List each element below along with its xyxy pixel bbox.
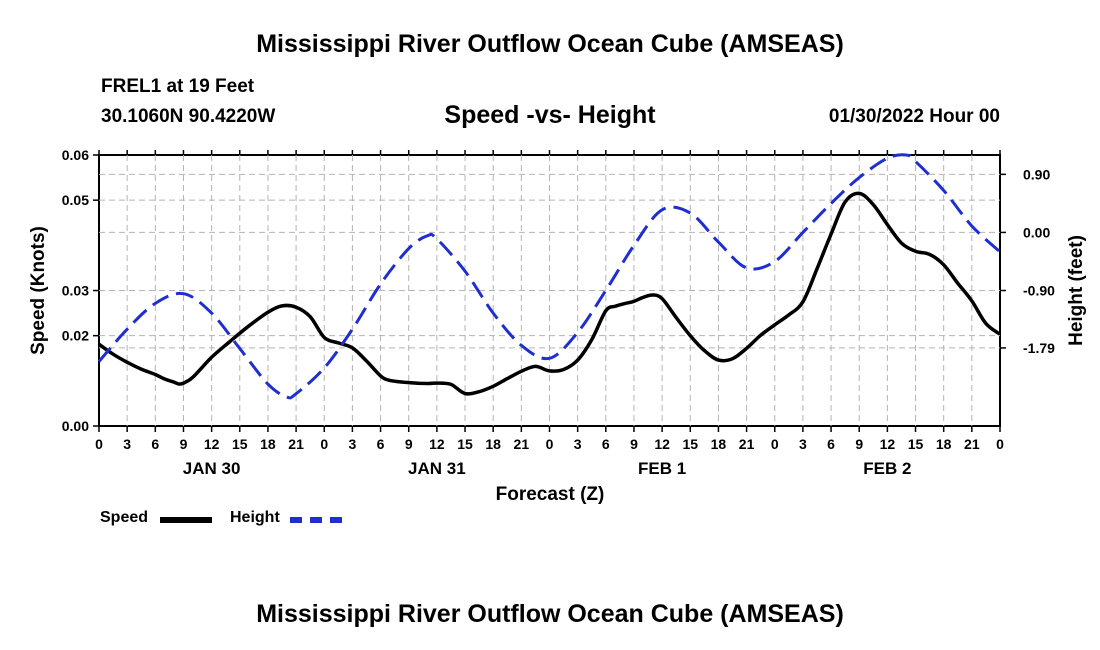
y-tick-label: 0.06	[62, 147, 89, 163]
x-tick-label: 21	[288, 436, 304, 452]
x-tick-label: 0	[996, 436, 1004, 452]
x-tick-label: 12	[204, 436, 220, 452]
y-tick-label: 0.05	[62, 192, 89, 208]
y2-tick-label: -0.90	[1023, 283, 1055, 299]
x-tick-label: 3	[349, 436, 357, 452]
x-tick-label: 3	[123, 436, 131, 452]
x-tick-label: 12	[880, 436, 896, 452]
legend-speed-label: Speed	[100, 509, 149, 526]
x-axis-title: Forecast (Z)	[496, 484, 605, 505]
x-day-label: FEB 2	[863, 459, 911, 478]
legend-height-swatch	[290, 517, 342, 523]
y-tick-label: 0.02	[62, 328, 89, 344]
x-tick-label: 9	[630, 436, 638, 452]
x-tick-label: 3	[574, 436, 582, 452]
legend-speed-swatch	[160, 517, 212, 523]
series-line-speed	[97, 191, 1002, 396]
x-tick-label: 0	[546, 436, 554, 452]
x-tick-label: 6	[377, 436, 385, 452]
x-day-label: JAN 31	[408, 459, 466, 478]
legend-height-label: Height	[230, 509, 280, 526]
x-tick-label: 18	[711, 436, 727, 452]
x-tick-label: 21	[964, 436, 980, 452]
x-tick-label: 12	[654, 436, 670, 452]
x-day-label: JAN 30	[183, 459, 241, 478]
y-axis-title: Speed (Knots)	[28, 226, 49, 355]
x-tick-label: 6	[827, 436, 835, 452]
forecast-datestamp: 01/30/2022 Hour 00	[828, 106, 1000, 127]
x-tick-label: 6	[602, 436, 610, 452]
x-tick-label: 9	[405, 436, 413, 452]
y2-tick-label: -1.79	[1023, 340, 1055, 356]
y-tick-label: 0.00	[62, 418, 89, 434]
chart-subtitle: Speed -vs- Height	[444, 101, 656, 129]
station-coordinates: 30.1060N 90.4220W	[101, 106, 276, 127]
y2-axis-title: Height (feet)	[1066, 235, 1087, 346]
x-tick-label: 0	[320, 436, 328, 452]
x-tick-label: 9	[180, 436, 188, 452]
station-label: FREL1 at 19 Feet	[101, 76, 255, 97]
series-line-height	[97, 153, 1002, 400]
footer-title: Mississippi River Outflow Ocean Cube (AM…	[256, 600, 844, 628]
speed-height-chart: 0 3 6 9 12 15 18 21 0 3 6 9 12 15 18 21 0 3 6 9 12 15 18 21 0 3 6 9…	[28, 147, 1087, 505]
y2-tick-label: 0.00	[1023, 224, 1050, 240]
x-tick-label: 18	[260, 436, 276, 452]
x-day-label: FEB 1	[638, 459, 686, 478]
x-tick-label: 15	[682, 436, 698, 452]
chart-title: Mississippi River Outflow Ocean Cube (AM…	[256, 30, 844, 58]
x-tick-label: 18	[936, 436, 952, 452]
x-tick-label: 18	[485, 436, 501, 452]
y-tick-label: 0.03	[62, 283, 89, 299]
x-tick-label: 0	[95, 436, 103, 452]
x-tick-label: 3	[799, 436, 807, 452]
x-tick-label: 12	[429, 436, 445, 452]
x-tick-label: 15	[232, 436, 248, 452]
x-tick-label: 15	[457, 436, 473, 452]
x-tick-label: 6	[151, 436, 159, 452]
x-tick-label: 21	[739, 436, 755, 452]
x-tick-label: 9	[855, 436, 863, 452]
y2-tick-label: 0.90	[1023, 166, 1050, 182]
x-tick-label: 21	[514, 436, 530, 452]
x-tick-label: 15	[908, 436, 924, 452]
x-tick-label: 0	[771, 436, 779, 452]
